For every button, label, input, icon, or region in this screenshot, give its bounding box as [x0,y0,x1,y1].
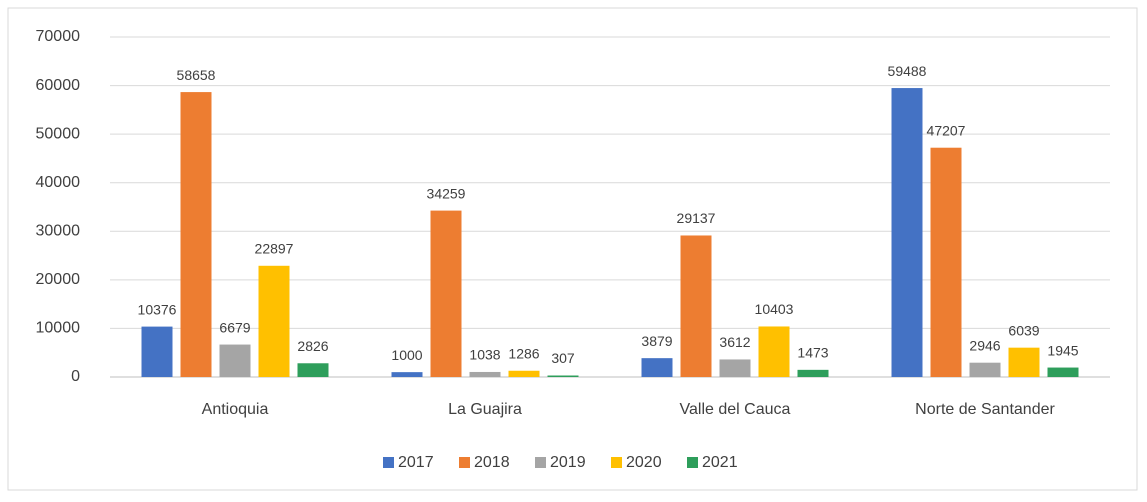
bar [930,147,962,377]
x-tick-label: Valle del Cauca [680,401,791,418]
bar [891,88,923,377]
y-tick-label: 70000 [36,28,81,45]
bar [1008,347,1040,377]
y-tick-label: 50000 [36,125,81,142]
bar [469,371,501,377]
data-label: 2946 [969,337,1000,353]
bar [719,359,751,377]
bar [1047,367,1079,377]
legend-swatch [383,457,394,468]
data-label: 1000 [391,347,422,363]
bar [430,210,462,377]
bar [141,326,173,377]
y-tick-label: 60000 [36,77,81,94]
data-label: 58658 [177,67,216,83]
bar [797,369,829,377]
y-tick-label: 40000 [36,174,81,191]
data-label: 22897 [255,240,294,256]
data-label: 29137 [677,210,716,226]
legend-swatch [459,457,470,468]
legend-label: 2020 [626,454,662,471]
data-label: 10376 [138,301,177,317]
data-label: 3879 [641,333,672,349]
data-label: 307 [551,350,575,366]
data-label: 10403 [755,301,794,317]
bar [391,372,423,377]
y-tick-label: 30000 [36,223,81,240]
data-label: 6039 [1008,322,1039,338]
legend-label: 2017 [398,454,434,471]
y-tick-label: 0 [71,368,80,385]
data-label: 2826 [297,338,328,354]
legend-swatch [611,457,622,468]
bar [758,326,790,377]
bar [969,362,1001,377]
data-label: 34259 [427,185,466,201]
data-label: 6679 [219,319,250,335]
legend-label: 2018 [474,454,510,471]
data-label: 1945 [1047,342,1078,358]
x-tick-label: Antioquia [202,401,269,418]
bar [219,344,251,377]
legend-label: 2019 [550,454,586,471]
legend-label: 2021 [702,454,738,471]
bar [680,235,712,377]
x-tick-label: La Guajira [448,401,522,418]
data-label: 1038 [469,347,500,363]
bar [641,358,673,377]
bar [180,92,212,377]
data-label: 1286 [508,345,539,361]
legend-swatch [535,457,546,468]
bar [258,265,290,377]
bar [297,363,329,377]
bar [508,370,540,377]
data-label: 3612 [719,334,750,350]
data-label: 47207 [927,122,966,138]
legend-swatch [687,457,698,468]
bar [547,375,579,377]
y-tick-label: 20000 [36,271,81,288]
data-label: 1473 [797,345,828,361]
y-tick-label: 10000 [36,320,81,337]
data-label: 59488 [888,63,927,79]
x-tick-label: Norte de Santander [915,401,1055,418]
